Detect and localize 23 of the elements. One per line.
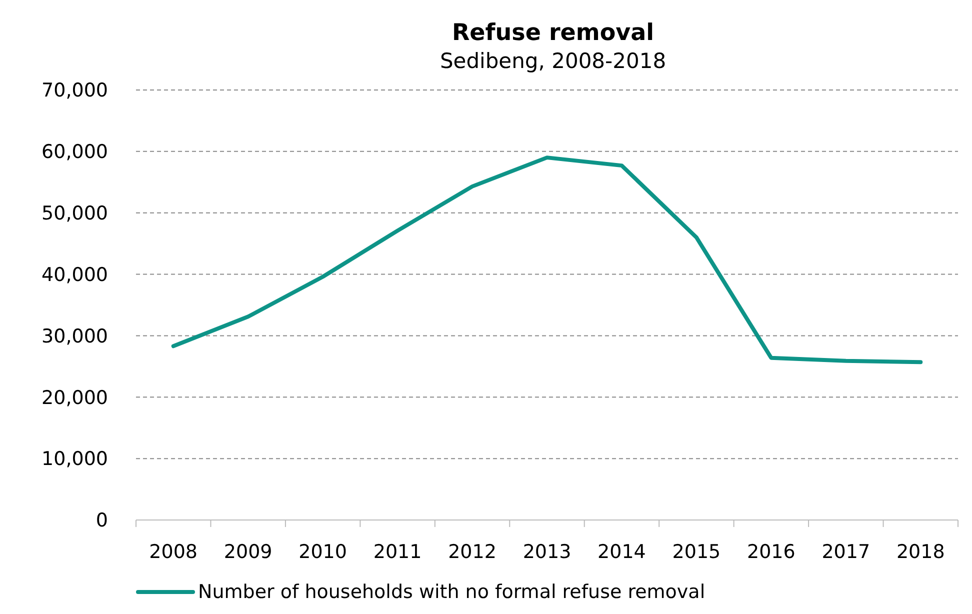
legend-label: Number of households with no formal refuse removal: [198, 581, 706, 603]
chart-subtitle: Sedibeng, 2008-2018: [440, 49, 666, 73]
y-tick-label: 40,000: [42, 264, 108, 286]
y-tick-label: 70,000: [42, 80, 108, 102]
x-tick-label: 2008: [149, 541, 198, 563]
x-tick-label: 2013: [522, 541, 572, 563]
y-tick-label: 30,000: [42, 325, 108, 348]
y-tick-label: 60,000: [42, 141, 108, 164]
chart-title: Refuse removal: [452, 20, 654, 46]
x-tick-label: 2012: [448, 541, 496, 563]
x-tick-label: 2017: [822, 541, 870, 563]
x-tick-label: 2011: [373, 541, 422, 563]
line-series: [171, 156, 923, 364]
y-tick-label: 20,000: [42, 386, 108, 409]
x-tick-label: 2016: [747, 541, 796, 563]
y-tick-label: 50,000: [42, 202, 108, 225]
x-tick-label: 2018: [896, 541, 945, 563]
x-tick-label: 2015: [672, 541, 721, 563]
x-tick-label: 2009: [224, 541, 272, 563]
y-tick-label: 0: [96, 510, 108, 532]
y-tick-label: 10,000: [42, 448, 108, 470]
x-tick-label: 2014: [598, 541, 646, 563]
x-tick-label: 2010: [298, 541, 347, 563]
